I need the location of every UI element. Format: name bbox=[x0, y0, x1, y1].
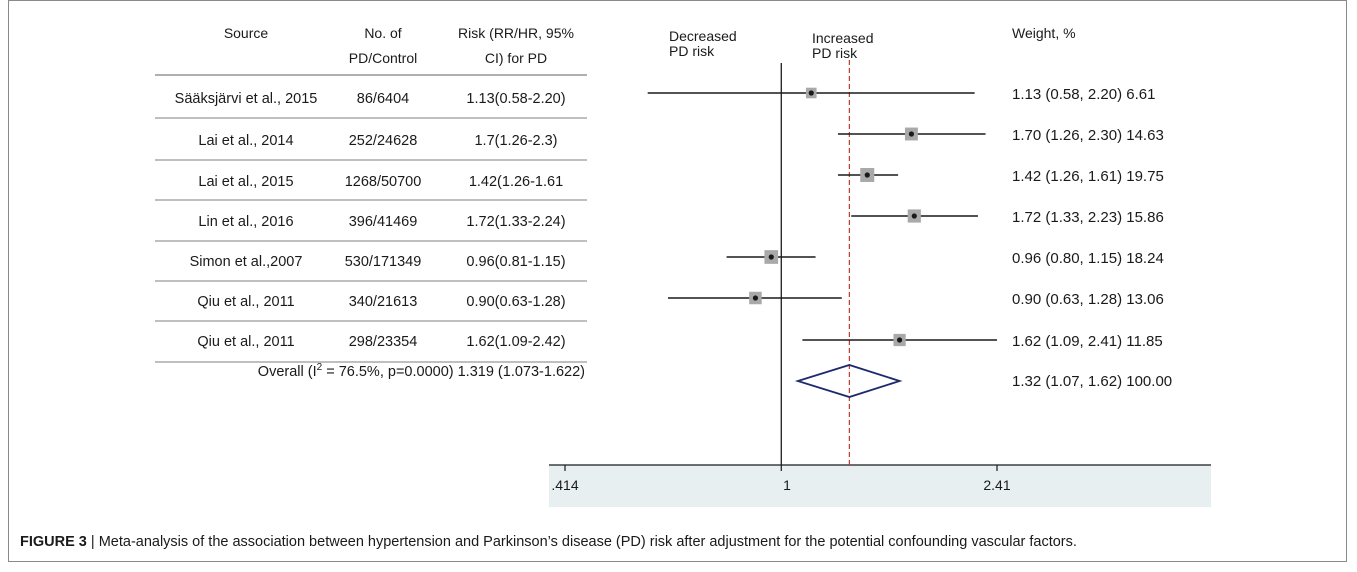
study-point-estimate bbox=[752, 295, 759, 301]
study-estimate-weight: 1.70 (1.26, 2.30) 14.63 bbox=[1012, 127, 1164, 144]
study-row: Simon et al.,2007 530/171349 0.96(0.81-1… bbox=[190, 250, 1164, 270]
study-counts: 252/24628 bbox=[349, 133, 418, 149]
study-point-estimate bbox=[908, 131, 915, 137]
caption-label: FIGURE 3 bbox=[20, 534, 87, 550]
overall-label-pre: Overall (I bbox=[258, 364, 317, 380]
study-counts: 340/21613 bbox=[349, 294, 418, 310]
study-estimate-weight: 1.13 (0.58, 2.20) 6.61 bbox=[1012, 86, 1155, 103]
study-risk: 1.72(1.33-2.24) bbox=[466, 214, 565, 230]
decreased-risk-label-line2: PD risk bbox=[669, 43, 715, 59]
study-row: Lai et al., 2015 1268/50700 1.42(1.26-1.… bbox=[198, 168, 1163, 190]
x-tick-label: 2.41 bbox=[983, 477, 1010, 493]
header-counts-line2: PD/Control bbox=[349, 50, 417, 66]
study-source: Lin et al., 2016 bbox=[198, 214, 293, 230]
caption-separator: | bbox=[86, 534, 99, 550]
header-weight: Weight, % bbox=[1012, 25, 1076, 41]
study-row: Lin et al., 2016 396/41469 1.72(1.33-2.2… bbox=[198, 209, 1163, 230]
study-counts: 530/171349 bbox=[345, 254, 422, 270]
study-counts: 396/41469 bbox=[349, 214, 418, 230]
study-source: Qiu et al., 2011 bbox=[197, 334, 294, 350]
study-risk: 0.90(0.63-1.28) bbox=[466, 294, 565, 310]
study-source: Lai et al., 2014 bbox=[198, 133, 293, 149]
overall-estimate-weight: 1.32 (1.07, 1.62) 100.00 bbox=[1012, 373, 1172, 390]
header-source: Source bbox=[224, 25, 269, 41]
study-source: Lai et al., 2015 bbox=[198, 174, 293, 190]
figure-frame bbox=[8, 0, 1347, 562]
caption-text: Meta-analysis of the association between… bbox=[98, 534, 1077, 550]
plot-marks bbox=[647, 60, 997, 465]
study-risk: 1.62(1.09-2.42) bbox=[466, 334, 565, 350]
study-point-estimate bbox=[896, 337, 903, 343]
study-estimate-weight: 1.62 (1.09, 2.41) 11.85 bbox=[1012, 333, 1163, 350]
study-row: Qiu et al., 2011 298/23354 1.62(1.09-2.4… bbox=[197, 333, 1162, 350]
axis-band bbox=[549, 465, 1211, 507]
study-estimate-weight: 0.96 (0.80, 1.15) 18.24 bbox=[1012, 250, 1164, 267]
study-source: Simon et al.,2007 bbox=[190, 254, 303, 270]
study-risk: 1.7(1.26-2.3) bbox=[474, 133, 557, 149]
study-risk: 0.96(0.81-1.15) bbox=[466, 254, 565, 270]
study-point-estimate bbox=[808, 90, 814, 96]
increased-risk-label-line1: Increased bbox=[812, 30, 873, 46]
study-risk: 1.42(1.26-1.61 bbox=[469, 174, 563, 190]
study-counts: 1268/50700 bbox=[345, 174, 422, 190]
overall-label-post: = 76.5%, p=0.0000) 1.319 (1.073-1.622) bbox=[322, 364, 585, 380]
header-risk-line1: Risk (RR/HR, 95% bbox=[458, 25, 574, 41]
forest-plot: Source No. of PD/Control Risk (RR/HR, 95… bbox=[155, 25, 1211, 507]
study-point-estimate bbox=[864, 172, 870, 178]
study-point-estimate bbox=[911, 213, 917, 219]
header-risk-line2: CI) for PD bbox=[485, 50, 547, 66]
figure-caption: FIGURE 3 | Meta-analysis of the associat… bbox=[20, 534, 1077, 550]
x-tick-label: 1 bbox=[783, 477, 791, 493]
study-row: Lai et al., 2014 252/24628 1.7(1.26-2.3)… bbox=[198, 127, 1163, 149]
study-estimate-weight: 1.42 (1.26, 1.61) 19.75 bbox=[1012, 168, 1164, 185]
study-counts: 86/6404 bbox=[357, 91, 409, 107]
overall-diamond bbox=[794, 364, 903, 398]
tick-marks bbox=[564, 465, 998, 471]
study-risk: 1.13(0.58-2.20) bbox=[466, 91, 565, 107]
increased-risk-label-line2: PD risk bbox=[812, 45, 858, 61]
study-counts: 298/23354 bbox=[349, 334, 418, 350]
study-estimate-weight: 1.72 (1.33, 2.23) 15.86 bbox=[1012, 209, 1164, 226]
study-row: Sääksjärvi et al., 2015 86/6404 1.13(0.5… bbox=[175, 86, 1156, 107]
table-lines bbox=[155, 74, 587, 363]
x-tick-label: .414 bbox=[551, 477, 578, 493]
study-point-estimate bbox=[768, 254, 774, 260]
overall-label-superscript: 2 bbox=[317, 362, 323, 373]
overall-summary-label: Overall (I2 = 76.5%, p=0.0000) 1.319 (1.… bbox=[258, 362, 585, 380]
study-source: Qiu et al., 2011 bbox=[197, 294, 294, 310]
decreased-risk-label-line1: Decreased bbox=[669, 28, 737, 44]
study-row: Qiu et al., 2011 340/21613 0.90(0.63-1.2… bbox=[197, 291, 1163, 310]
study-source: Sääksjärvi et al., 2015 bbox=[175, 91, 318, 107]
header-counts-line1: No. of bbox=[364, 25, 401, 41]
study-estimate-weight: 0.90 (0.63, 1.28) 13.06 bbox=[1012, 291, 1164, 308]
